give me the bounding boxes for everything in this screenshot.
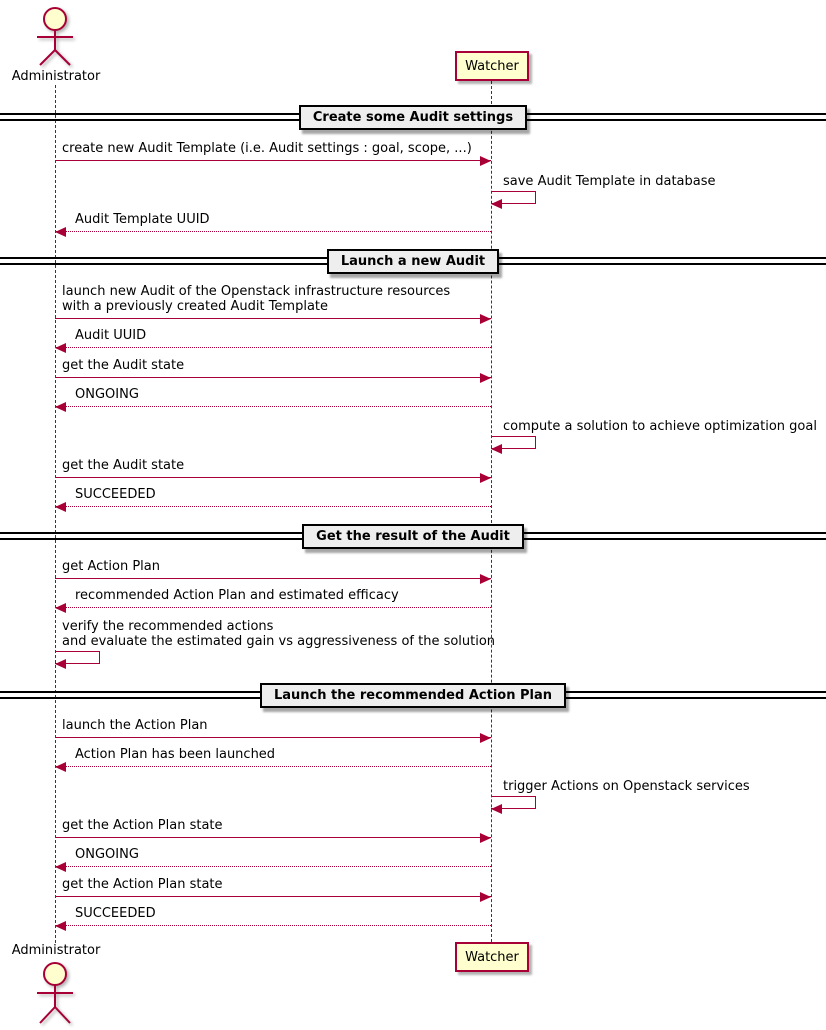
- divider-launch-action-plan: Launch the recommended Action Plan: [0, 682, 826, 708]
- divider-launch-new-audit: Launch a new Audit: [0, 248, 826, 274]
- divider-label: Launch the recommended Action Plan: [259, 682, 566, 708]
- watcher-participant-top: Watcher: [455, 51, 529, 81]
- message-arrow: [55, 921, 491, 931]
- message-arrow: [55, 227, 491, 237]
- message-compute-solution: compute a solution to achieve optimizati…: [491, 419, 817, 454]
- message-label: Audit UUID: [75, 328, 147, 343]
- message-succeeded-1: SUCCEEDED: [55, 487, 491, 512]
- message-label: get the Audit state: [62, 358, 185, 373]
- arrowhead-icon: [480, 833, 491, 843]
- message-label: Action Plan has been launched: [75, 747, 276, 762]
- message-arrow: [55, 373, 491, 383]
- divider-label: Launch a new Audit: [326, 248, 500, 274]
- message-ongoing-2: ONGOING: [55, 847, 491, 872]
- message-arrow: [55, 473, 491, 483]
- message-verify-actions: verify the recommended actions and evalu…: [55, 619, 496, 669]
- message-label: SUCCEEDED: [75, 487, 156, 502]
- message-label: ONGOING: [75, 847, 139, 862]
- self-message-arrow: [491, 796, 536, 814]
- message-get-audit-state-1: get the Audit state: [55, 358, 491, 383]
- self-message-arrow: [491, 436, 536, 454]
- arrowhead-icon: [55, 402, 66, 412]
- message-label: Audit Template UUID: [75, 212, 210, 227]
- message-succeeded-2: SUCCEEDED: [55, 906, 491, 931]
- administrator-actor-icon-bottom: [37, 962, 73, 1024]
- message-label: launch the Action Plan: [62, 718, 208, 733]
- message-save-audit-template: save Audit Template in database: [491, 174, 716, 209]
- message-create-audit-template: create new Audit Template (i.e. Audit se…: [55, 141, 491, 166]
- message-trigger-actions: trigger Actions on Openstack services: [491, 779, 750, 814]
- message-audit-uuid: Audit UUID: [55, 328, 491, 353]
- message-label: create new Audit Template (i.e. Audit se…: [62, 141, 472, 156]
- message-recommended-action-plan: recommended Action Plan and estimated ef…: [55, 588, 491, 613]
- self-message-arrow: [55, 651, 100, 669]
- message-label: SUCCEEDED: [75, 906, 156, 921]
- arrowhead-icon: [491, 444, 502, 454]
- message-arrow: [55, 892, 491, 902]
- watcher-participant-bottom: Watcher: [455, 942, 529, 972]
- message-arrow: [55, 733, 491, 743]
- message-launch-action-plan: launch the Action Plan: [55, 718, 491, 743]
- message-launch-new-audit: launch new Audit of the Openstack infras…: [55, 284, 491, 324]
- message-arrow: [55, 603, 491, 613]
- message-label: verify the recommended actions and evalu…: [62, 619, 496, 649]
- arrowhead-icon: [491, 199, 502, 209]
- message-arrow: [55, 156, 491, 166]
- arrowhead-icon: [480, 733, 491, 743]
- administrator-label-bottom: Administrator: [11, 943, 101, 958]
- divider-get-result: Get the result of the Audit: [0, 523, 826, 549]
- message-audit-template-uuid: Audit Template UUID: [55, 212, 491, 237]
- arrowhead-icon: [480, 473, 491, 483]
- arrowhead-icon: [55, 603, 66, 613]
- message-arrow: [55, 502, 491, 512]
- arrowhead-icon: [55, 762, 66, 772]
- self-message-arrow: [491, 191, 536, 209]
- arrowhead-icon: [480, 373, 491, 383]
- arrowhead-icon: [491, 804, 502, 814]
- arrowhead-icon: [55, 921, 66, 931]
- message-label: trigger Actions on Openstack services: [503, 779, 750, 794]
- watcher-label-top: Watcher: [465, 58, 519, 74]
- message-label: save Audit Template in database: [503, 174, 716, 189]
- administrator-label-top: Administrator: [11, 69, 101, 84]
- message-arrow: [55, 314, 491, 324]
- message-get-action-plan-state-1: get the Action Plan state: [55, 818, 491, 843]
- message-get-action-plan: get Action Plan: [55, 559, 491, 584]
- arrowhead-icon: [55, 227, 66, 237]
- arrowhead-icon: [480, 314, 491, 324]
- watcher-lifeline: [491, 81, 492, 942]
- message-label: get Action Plan: [62, 559, 160, 574]
- administrator-lifeline: [55, 85, 56, 943]
- message-arrow: [55, 574, 491, 584]
- arrowhead-icon: [55, 502, 66, 512]
- message-label: ONGOING: [75, 387, 139, 402]
- message-arrow: [55, 343, 491, 353]
- message-arrow: [55, 833, 491, 843]
- message-ongoing-1: ONGOING: [55, 387, 491, 412]
- divider-label: Get the result of the Audit: [302, 523, 524, 549]
- arrowhead-icon: [480, 156, 491, 166]
- message-arrow: [55, 402, 491, 412]
- message-arrow: [55, 862, 491, 872]
- message-label: get the Action Plan state: [62, 818, 223, 833]
- message-label: get the Audit state: [62, 458, 185, 473]
- arrowhead-icon: [480, 892, 491, 902]
- message-label: get the Action Plan state: [62, 877, 223, 892]
- arrowhead-icon: [480, 574, 491, 584]
- message-action-plan-launched: Action Plan has been launched: [55, 747, 491, 772]
- arrowhead-icon: [55, 862, 66, 872]
- message-label: compute a solution to achieve optimizati…: [503, 419, 817, 434]
- arrowhead-icon: [55, 659, 66, 669]
- message-label: launch new Audit of the Openstack infras…: [62, 284, 451, 314]
- divider-label: Create some Audit settings: [298, 104, 528, 130]
- divider-create-audit-settings: Create some Audit settings: [0, 104, 826, 130]
- administrator-actor-icon: [37, 7, 73, 66]
- arrowhead-icon: [55, 343, 66, 353]
- watcher-label-bottom: Watcher: [465, 949, 519, 965]
- message-get-audit-state-2: get the Audit state: [55, 458, 491, 483]
- message-arrow: [55, 762, 491, 772]
- message-label: recommended Action Plan and estimated ef…: [75, 588, 399, 603]
- message-get-action-plan-state-2: get the Action Plan state: [55, 877, 491, 902]
